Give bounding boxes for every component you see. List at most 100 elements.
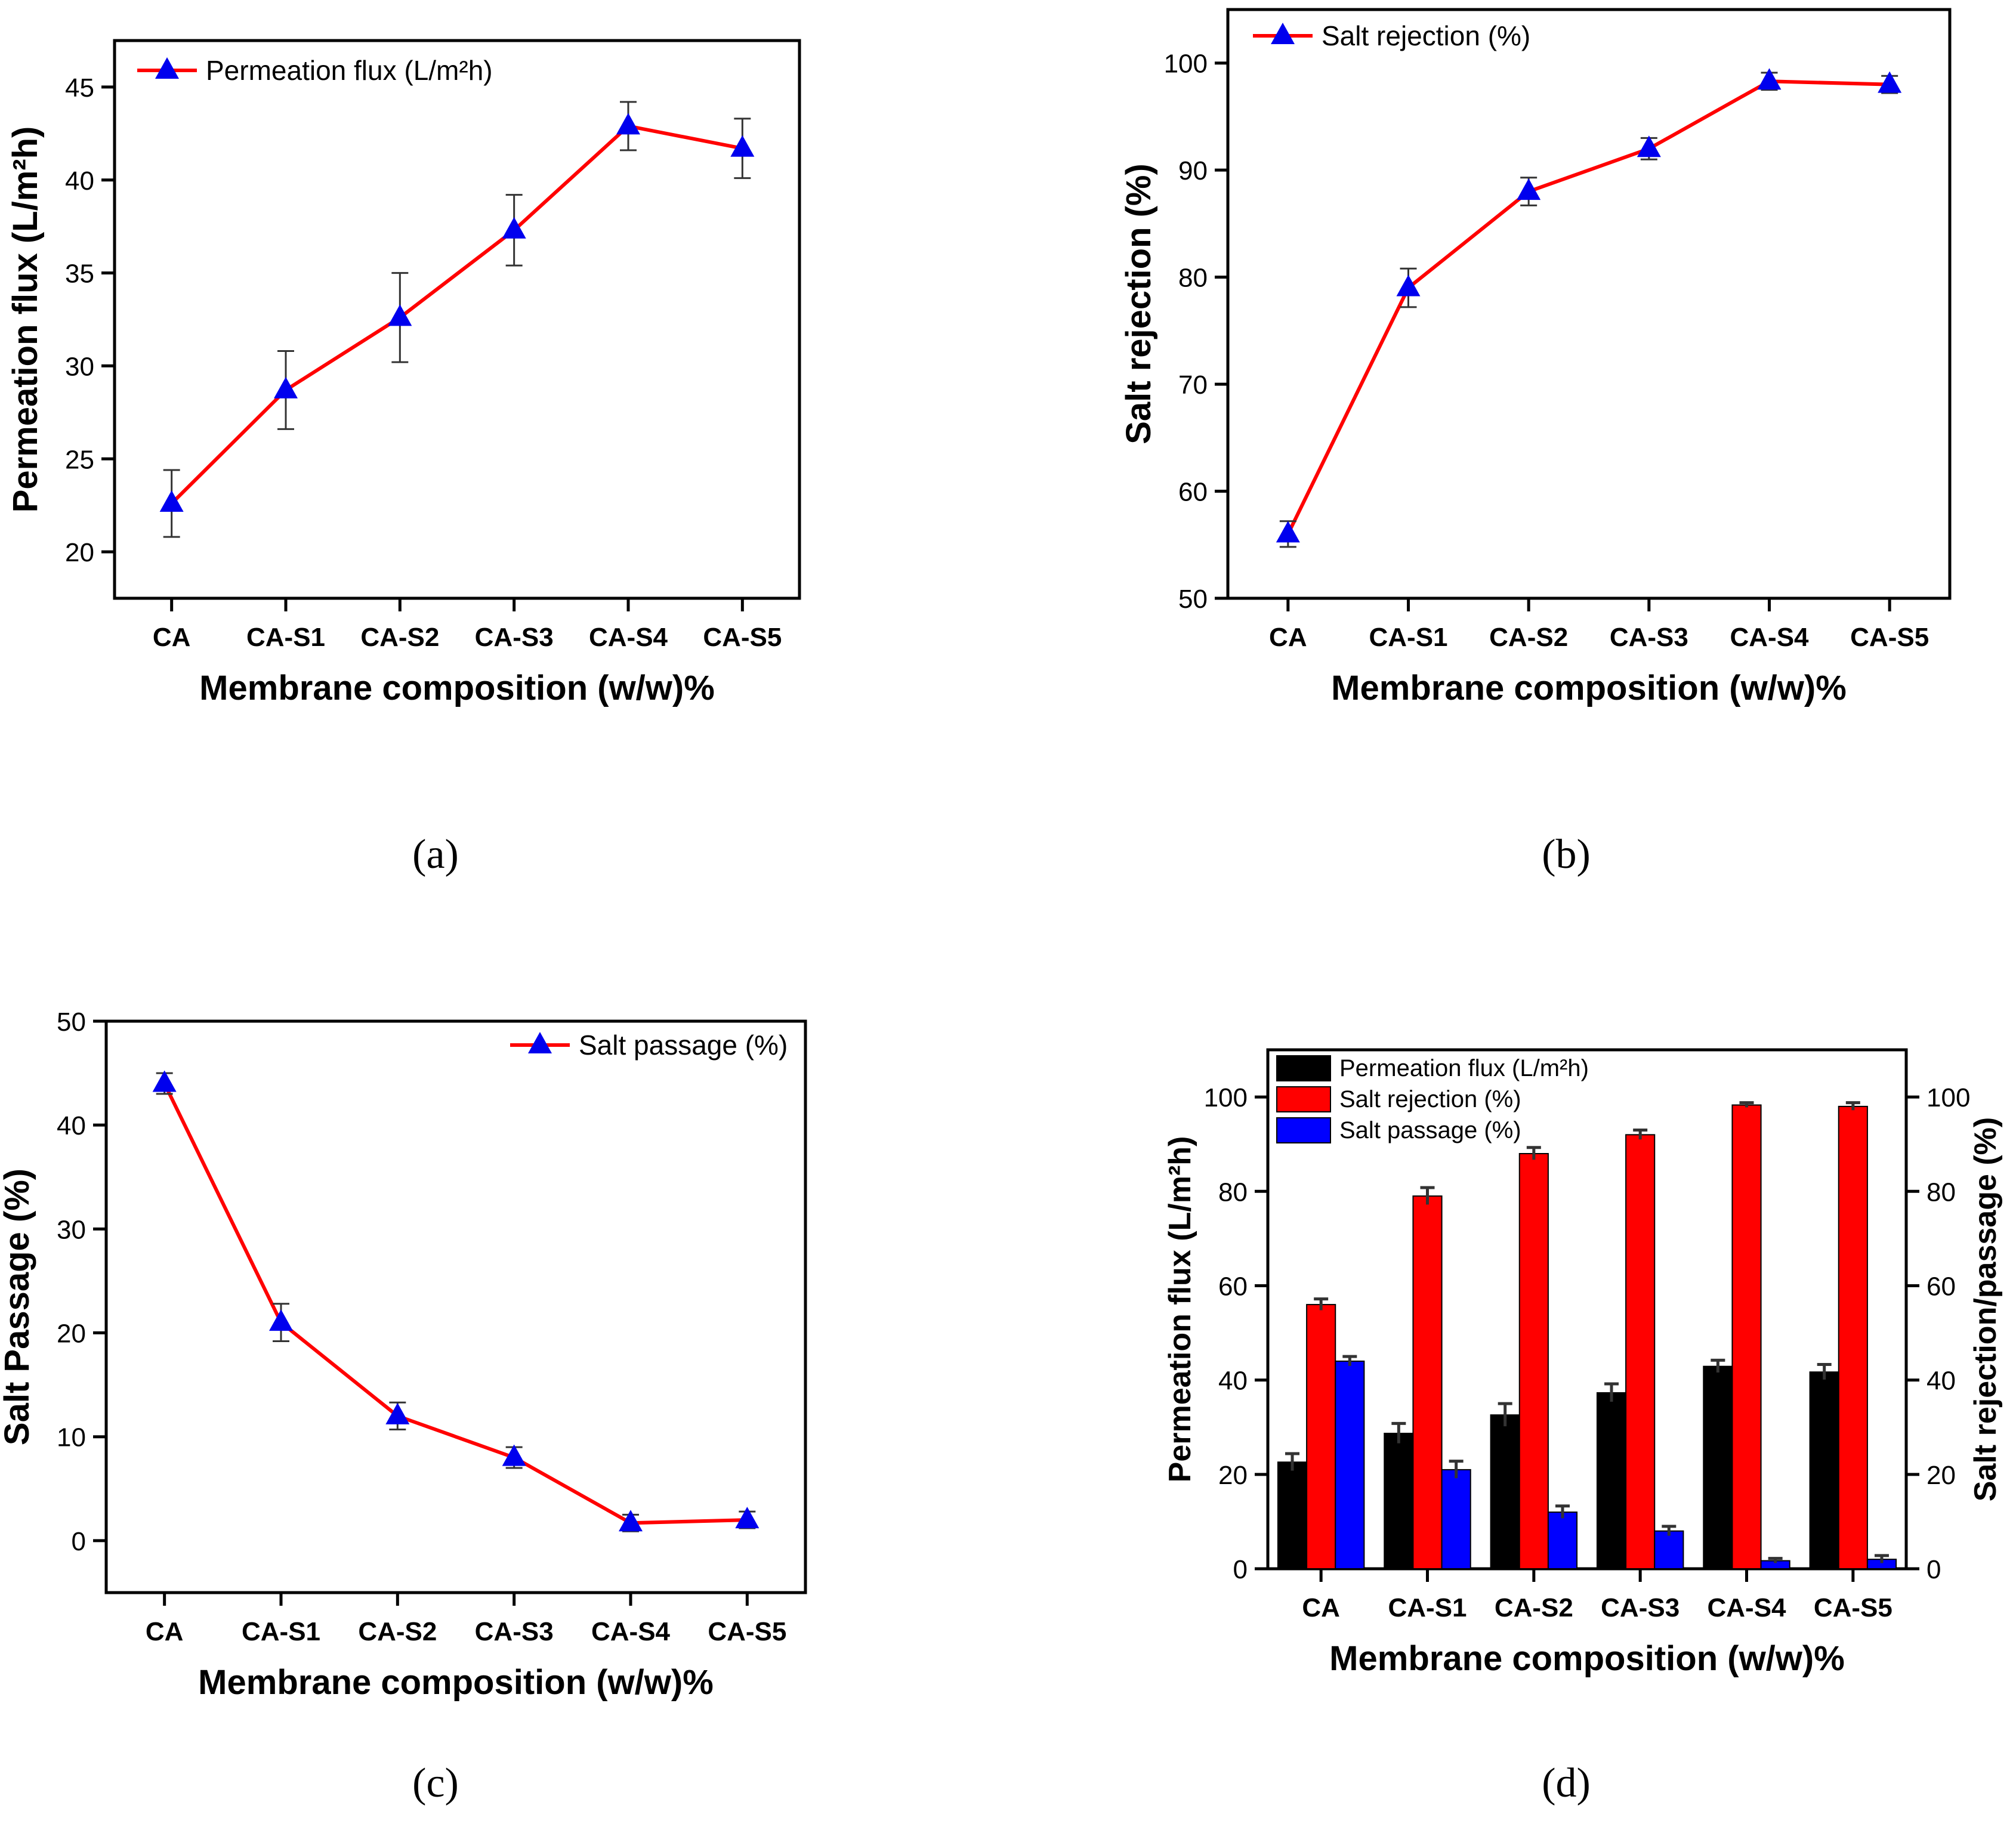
x-tick-label: CA-S2 (1489, 623, 1568, 652)
panel-c: 0 10 20 30 40 50 CA CA-S1 CA-S2 CA-S3 CA-S4 CA-S5 Me… (0, 1007, 807, 1806)
legend-label: Salt passage (%) (579, 1030, 788, 1061)
y-tick-label: 25 (65, 445, 94, 474)
legend-swatch (1276, 1117, 1331, 1143)
data-point-marker (1276, 521, 1300, 543)
legend-marker (1271, 23, 1295, 44)
bar (1441, 1469, 1471, 1570)
x-tick-label: CA-S5 (708, 1617, 786, 1646)
x-tick-label: CA-S4 (591, 1617, 671, 1646)
panel-caption: (d) (1542, 1760, 1591, 1806)
y-tick-label: 50 (57, 1007, 86, 1037)
bar (1703, 1365, 1733, 1569)
bar (1490, 1414, 1520, 1569)
y-axis-title: Permeation flux (L/m²h) (1163, 1136, 1197, 1483)
x-tick-label: CA (1302, 1593, 1340, 1622)
bar (1731, 1104, 1762, 1569)
y2-tick-label: 0 (1927, 1555, 1941, 1584)
bar (1625, 1134, 1656, 1569)
y2-tick-label: 80 (1927, 1177, 1956, 1207)
bar (1384, 1433, 1414, 1569)
y-tick-label: 20 (57, 1319, 86, 1349)
y2-axis-title: Salt rejection/passage (%) (1968, 1117, 2003, 1501)
y-tick-label: 20 (65, 538, 94, 567)
legend-swatch (1276, 1086, 1331, 1112)
x-tick-label: CA-S1 (242, 1617, 320, 1646)
y-tick-label: 20 (1218, 1461, 1248, 1490)
panel-caption: (c) (412, 1760, 459, 1806)
y-tick-label: 45 (65, 73, 94, 103)
data-point-marker (152, 1070, 177, 1092)
bar (1277, 1461, 1308, 1570)
y-tick-label: 35 (65, 259, 94, 289)
y-axis-title: Salt Passage (%) (0, 1169, 36, 1445)
y-tick-label: 10 (57, 1423, 86, 1452)
y-tick-label: 50 (1178, 585, 1208, 614)
x-tick-label: CA-S4 (589, 623, 668, 652)
panel-d: 0 20 40 60 80 100 CA CA-S1 CA-S2 CA-S3 CA-S4 CA-S5 M… (1163, 1048, 2003, 1806)
y-tick-label: 60 (1218, 1272, 1248, 1301)
bar (1518, 1153, 1549, 1569)
data-point-marker (730, 135, 755, 157)
x-tick-label: CA-S3 (1610, 623, 1688, 652)
legend-label: Permeation flux (L/m²h) (1339, 1055, 1589, 1081)
bar (1838, 1105, 1868, 1569)
x-tick-label: CA-S1 (1369, 623, 1447, 652)
legend-marker (155, 57, 179, 79)
legend-swatch (1276, 1055, 1331, 1081)
data-point-marker (1637, 135, 1661, 157)
legend-label: Salt passage (%) (1339, 1117, 1521, 1143)
data-point-marker (385, 1402, 410, 1424)
y2-tick-label: 100 (1927, 1083, 1970, 1112)
legend-marker (528, 1032, 552, 1053)
bar (1809, 1371, 1839, 1569)
data-point-marker (274, 376, 298, 398)
y-tick-label: 0 (72, 1527, 86, 1556)
y-tick-label: 80 (1218, 1177, 1248, 1207)
y2-tick-label: 20 (1927, 1461, 1956, 1490)
x-tick-label: CA-S4 (1730, 623, 1809, 652)
y-axis-title: Permeation flux (L/m²h) (6, 126, 45, 513)
bar (1596, 1392, 1627, 1570)
data-point-marker (269, 1309, 293, 1331)
bar (1306, 1304, 1336, 1569)
x-tick-label: CA-S5 (1814, 1593, 1892, 1622)
data-point-marker (1396, 274, 1421, 296)
y-tick-label: 70 (1178, 370, 1208, 400)
panel-caption: (b) (1542, 832, 1591, 877)
plot-frame (1266, 1048, 1908, 1571)
data-point-marker (619, 1510, 643, 1532)
legend-label: Permeation flux (L/m²h) (206, 55, 493, 86)
y-axis-title: Salt rejection (%) (1119, 163, 1158, 444)
y2-tick-label: 60 (1927, 1272, 1956, 1301)
x-tick-label: CA-S3 (475, 623, 554, 652)
data-point-marker (616, 113, 640, 135)
y-tick-label: 80 (1178, 264, 1208, 293)
series-line (170, 124, 743, 505)
x-axis-title: Membrane composition (w/w)% (199, 669, 715, 707)
data-point-marker (735, 1507, 760, 1529)
data-point-marker (1757, 68, 1782, 90)
y-tick-label: 0 (1233, 1555, 1248, 1584)
x-tick-label: CA (146, 1617, 184, 1646)
x-tick-label: CA-S2 (360, 623, 439, 652)
panel-a: 20 25 30 35 40 45 CA CA-S1 CA-S2 CA-S3 CA-S4 CA-S5 M… (6, 39, 801, 877)
x-tick-label: CA (1269, 623, 1307, 652)
y-tick-label: 100 (1204, 1083, 1248, 1112)
x-tick-label: CA-S5 (703, 623, 782, 652)
x-axis-title: Membrane composition (w/w)% (1331, 669, 1847, 707)
x-tick-label: CA-S2 (1495, 1593, 1573, 1622)
panel-b: 50 60 70 80 90 100 CA CA-S1 CA-S2 CA-S3 CA-S4 CA-S5… (1119, 8, 1952, 877)
series-line (1286, 79, 1890, 535)
y-tick-label: 30 (57, 1215, 86, 1244)
data-point-marker (159, 490, 184, 512)
x-tick-label: CA-S3 (475, 1617, 554, 1646)
x-tick-label: CA-S4 (1707, 1593, 1786, 1622)
series-line (162, 1083, 748, 1525)
plot-frame (104, 1019, 807, 1594)
bar (1654, 1530, 1684, 1570)
y2-tick-label: 40 (1927, 1367, 1956, 1396)
y-tick-label: 40 (57, 1111, 86, 1140)
x-tick-label: CA-S1 (246, 623, 325, 652)
data-point-marker (388, 304, 412, 326)
